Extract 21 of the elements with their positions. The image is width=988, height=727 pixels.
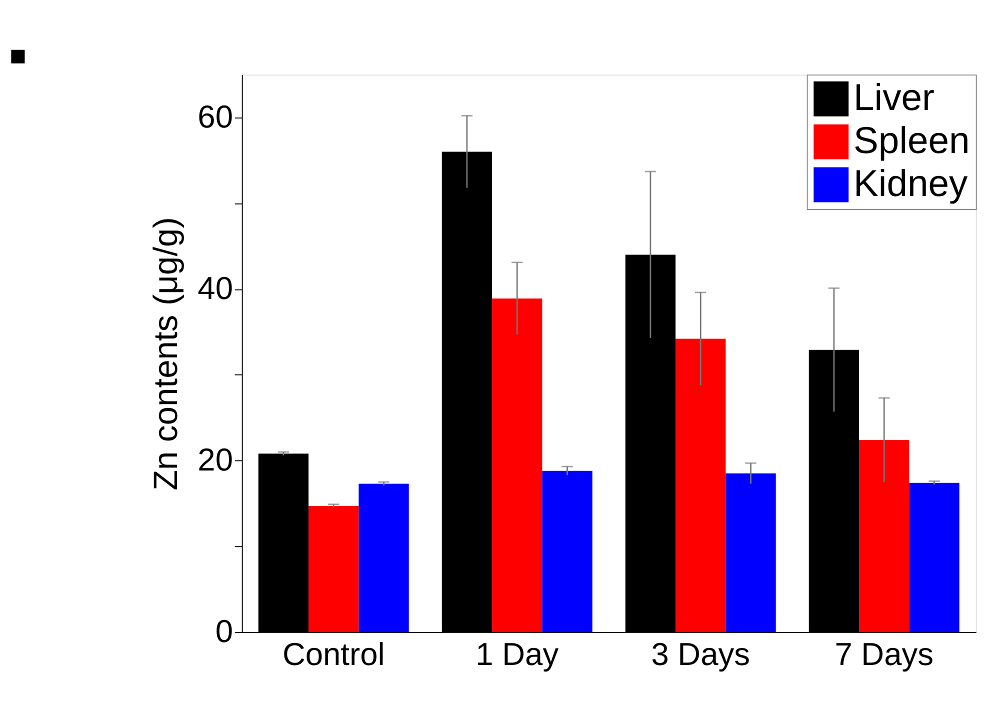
bar: [492, 298, 542, 632]
y-tick-label: 40: [198, 270, 233, 306]
bar: [358, 484, 409, 632]
x-tick-label: Control: [282, 636, 385, 672]
bar: [726, 473, 776, 632]
bar: [676, 338, 726, 632]
bar: [308, 506, 359, 632]
legend-label: Liver: [854, 76, 934, 118]
legend-label: Spleen: [854, 119, 970, 162]
text: ■: [10, 40, 26, 71]
bar: [909, 482, 960, 632]
x-tick-label: 3 Days: [651, 636, 750, 672]
y-tick-label: 20: [198, 441, 233, 478]
x-tick-label: 1 Day: [476, 636, 559, 672]
y-axis-title: Zn contents (μg/g): [148, 217, 186, 491]
y-tick-label: 0: [215, 612, 233, 649]
x-tick-label: 7 Days: [834, 636, 934, 672]
y-tick-label: 60: [198, 98, 233, 134]
bar: [859, 440, 910, 632]
legend-label: Kidney: [854, 162, 968, 204]
bar: [542, 470, 592, 632]
